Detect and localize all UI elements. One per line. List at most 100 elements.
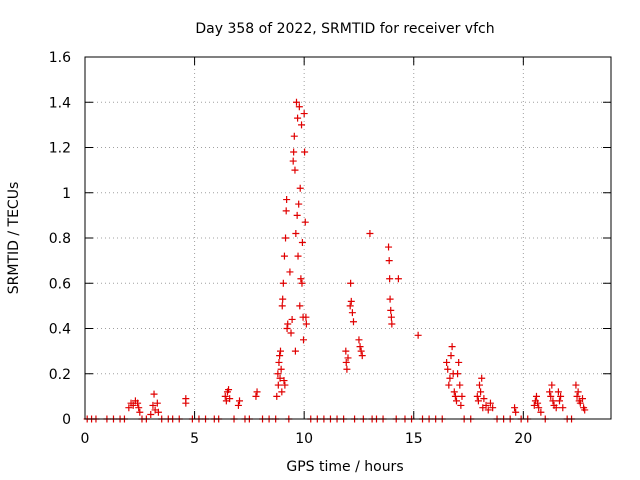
data-point xyxy=(294,114,302,122)
data-point xyxy=(511,404,519,412)
data-point xyxy=(154,408,162,416)
data-point xyxy=(512,408,520,416)
data-point xyxy=(347,279,355,287)
data-point xyxy=(486,399,494,407)
data-point xyxy=(153,399,161,407)
axis-labels: 0 0.2 0.4 0.6 0.8 1 1.2 1.4 1.6 0 5 10 15 20 xyxy=(49,50,533,447)
data-point xyxy=(552,404,560,412)
data-point xyxy=(546,388,554,396)
data-point xyxy=(547,392,555,400)
data-point xyxy=(450,388,458,396)
data-point xyxy=(134,399,142,407)
data-point xyxy=(414,331,422,339)
data-point xyxy=(474,397,482,405)
data-point xyxy=(253,388,261,396)
data-point xyxy=(366,229,374,237)
data-point xyxy=(559,404,567,412)
data-point xyxy=(300,336,308,344)
data-point xyxy=(446,374,454,382)
data-point xyxy=(276,347,284,355)
data-point xyxy=(452,397,460,405)
data-point xyxy=(457,401,465,409)
data-point xyxy=(149,401,157,409)
data-point xyxy=(125,404,133,412)
data-point xyxy=(347,297,355,305)
x-tick-label: 20 xyxy=(514,431,532,447)
data-point xyxy=(252,392,260,400)
data-point xyxy=(454,370,462,378)
data-point xyxy=(236,397,244,405)
data-point xyxy=(221,392,229,400)
data-point xyxy=(287,329,295,337)
data-point xyxy=(278,302,286,310)
y-tick-label: 0.2 xyxy=(49,367,71,383)
x-axis-label: GPS time / hours xyxy=(286,459,403,475)
axis-ticks xyxy=(84,56,611,420)
data-point xyxy=(385,243,393,251)
data-point xyxy=(182,399,190,407)
data-point xyxy=(342,358,350,366)
data-point xyxy=(295,200,303,208)
data-point xyxy=(476,381,483,389)
data-point xyxy=(342,347,350,355)
x-tick-label: 0 xyxy=(81,431,90,447)
data-point xyxy=(574,388,582,396)
data-point xyxy=(147,410,155,418)
data-point xyxy=(572,381,580,389)
y-tick-label: 1.6 xyxy=(49,50,71,66)
data-point xyxy=(443,358,451,366)
data-point xyxy=(288,315,296,323)
data-point xyxy=(458,392,466,400)
data-point xyxy=(273,392,281,400)
data-point xyxy=(534,399,542,407)
data-point xyxy=(284,320,292,328)
data-point xyxy=(482,401,490,409)
data-point xyxy=(532,392,540,400)
data-point xyxy=(478,374,486,382)
data-point xyxy=(388,320,396,328)
x-tick-label: 5 xyxy=(190,431,199,447)
x-tick-label: 10 xyxy=(295,431,313,447)
data-point xyxy=(537,408,545,416)
y-tick-label: 0.6 xyxy=(49,276,71,292)
y-tick-label: 0 xyxy=(62,412,71,428)
data-point xyxy=(280,252,288,260)
data-point xyxy=(576,399,584,407)
data-point xyxy=(277,365,285,373)
plot-frame xyxy=(84,56,612,420)
y-tick-label: 1.4 xyxy=(49,95,71,111)
data-point xyxy=(129,401,137,409)
data-point xyxy=(451,392,459,400)
data-point xyxy=(274,370,282,378)
data-point xyxy=(581,406,589,414)
data-point xyxy=(290,148,298,156)
data-point xyxy=(278,388,286,396)
data-point xyxy=(554,388,562,396)
data-point xyxy=(348,309,356,317)
y-tick-label: 0.4 xyxy=(49,322,71,338)
data-point xyxy=(136,408,144,416)
data-point xyxy=(387,313,395,321)
data-point xyxy=(344,354,352,362)
data-point xyxy=(477,388,485,396)
data-point xyxy=(150,390,158,398)
data-point xyxy=(282,234,290,242)
data-point xyxy=(280,377,288,385)
data-point xyxy=(343,365,351,373)
data-point xyxy=(296,302,304,310)
data-point xyxy=(387,306,395,314)
chart-title: Day 358 of 2022, SRMTID for receiver vfc… xyxy=(195,21,494,37)
data-point xyxy=(356,343,364,351)
data-point xyxy=(283,325,291,332)
data-point xyxy=(480,395,488,403)
grid-lines xyxy=(85,57,611,419)
data-point xyxy=(295,103,303,111)
data-point xyxy=(573,392,581,400)
data-point xyxy=(290,132,298,140)
data-point xyxy=(301,218,309,226)
data-point xyxy=(298,279,306,287)
x-tick-label: 15 xyxy=(405,431,423,447)
data-point xyxy=(281,381,289,389)
data-point xyxy=(292,98,300,106)
